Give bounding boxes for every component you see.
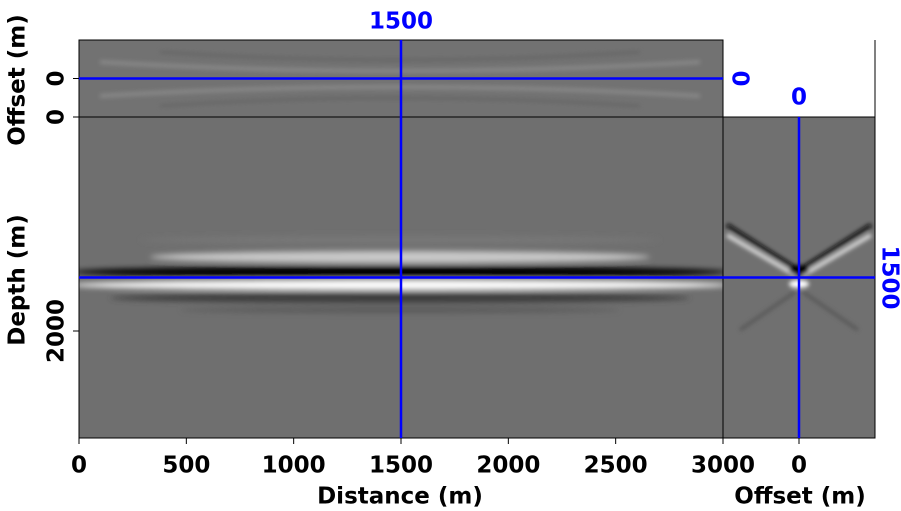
offset-tick-label: 0: [791, 453, 807, 479]
offset-axis-label: Offset (m): [5, 14, 31, 145]
x-tick-label: 1500: [369, 453, 433, 479]
x-tick-label: 1000: [262, 453, 326, 479]
x-tick-label: 0: [71, 453, 87, 479]
x-tick-label: 2000: [476, 453, 540, 479]
slice-label: 0: [727, 70, 753, 86]
x-axis-label: Distance (m): [317, 484, 483, 510]
offset-tick-label: 0: [44, 70, 70, 86]
y-tick-label: 0: [44, 109, 70, 125]
y-axis-label: Depth (m): [5, 214, 31, 346]
x-tick-label: 2500: [584, 453, 648, 479]
x-tick-label: 3000: [691, 453, 755, 479]
x-tick-label: 500: [162, 453, 210, 479]
offset-axis-label: Offset (m): [734, 484, 865, 510]
y-tick-label: 2000: [44, 299, 70, 363]
slice-label: 0: [791, 85, 807, 111]
slice-label: 1500: [877, 245, 901, 309]
slice-label: 1500: [369, 9, 433, 35]
